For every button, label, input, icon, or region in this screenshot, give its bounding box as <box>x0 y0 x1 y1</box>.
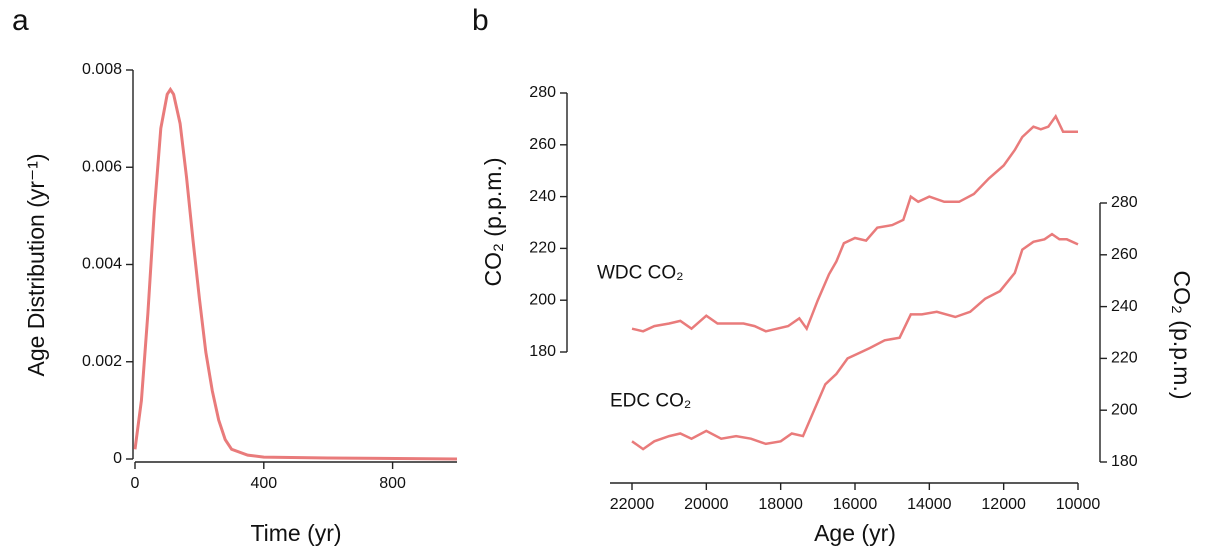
line <box>133 86 458 461</box>
x-axis-title: Time (yr) <box>250 520 341 546</box>
x-tick-label: 12000 <box>981 496 1026 513</box>
y2-tick-label: 180 <box>1111 453 1138 470</box>
x-tick-label: 16000 <box>833 496 878 513</box>
y-tick-label: 0 <box>113 450 122 467</box>
y2-axis-title: CO₂ (p.p.m.) <box>1169 270 1195 399</box>
y-tick-label: 0.004 <box>82 256 122 273</box>
x-tick-label: 10000 <box>1056 496 1101 513</box>
x-tick-label: 800 <box>379 475 406 492</box>
y2-tick-label: 260 <box>1111 246 1138 263</box>
y-axis-title: Age Distribution (yr⁻¹) <box>23 153 49 376</box>
y-tick-label: 280 <box>529 84 556 101</box>
line <box>631 113 1078 333</box>
x-tick-label: 400 <box>250 475 277 492</box>
y2-tick-label: 200 <box>1111 401 1138 418</box>
x-tick-label: 22000 <box>610 496 655 513</box>
x-tick-label: 0 <box>131 475 140 492</box>
y-tick-label: 0.006 <box>82 158 122 175</box>
panel-label: a <box>12 4 29 37</box>
x-tick-label: 14000 <box>907 496 952 513</box>
y-tick-label: 260 <box>529 136 556 153</box>
y-axis-title: CO₂ (p.p.m.) <box>480 157 506 286</box>
y-tick-label: 180 <box>529 343 556 360</box>
y-tick-label: 200 <box>529 291 556 308</box>
x-tick-label: 18000 <box>758 496 803 513</box>
y-tick-label: 0.008 <box>82 61 122 78</box>
series-label: WDC CO₂ <box>597 263 684 284</box>
y2-tick-label: 280 <box>1111 194 1138 211</box>
panel-label: b <box>472 4 489 37</box>
y2-tick-label: 240 <box>1111 298 1138 315</box>
line <box>631 232 1079 451</box>
x-axis-title: Age (yr) <box>814 520 896 546</box>
y-tick-label: 240 <box>529 188 556 205</box>
y2-tick-label: 220 <box>1111 350 1138 367</box>
x-tick-label: 20000 <box>684 496 729 513</box>
y-tick-label: 220 <box>529 240 556 257</box>
series-label: EDC CO₂ <box>610 390 691 411</box>
y-tick-label: 0.002 <box>82 353 122 370</box>
